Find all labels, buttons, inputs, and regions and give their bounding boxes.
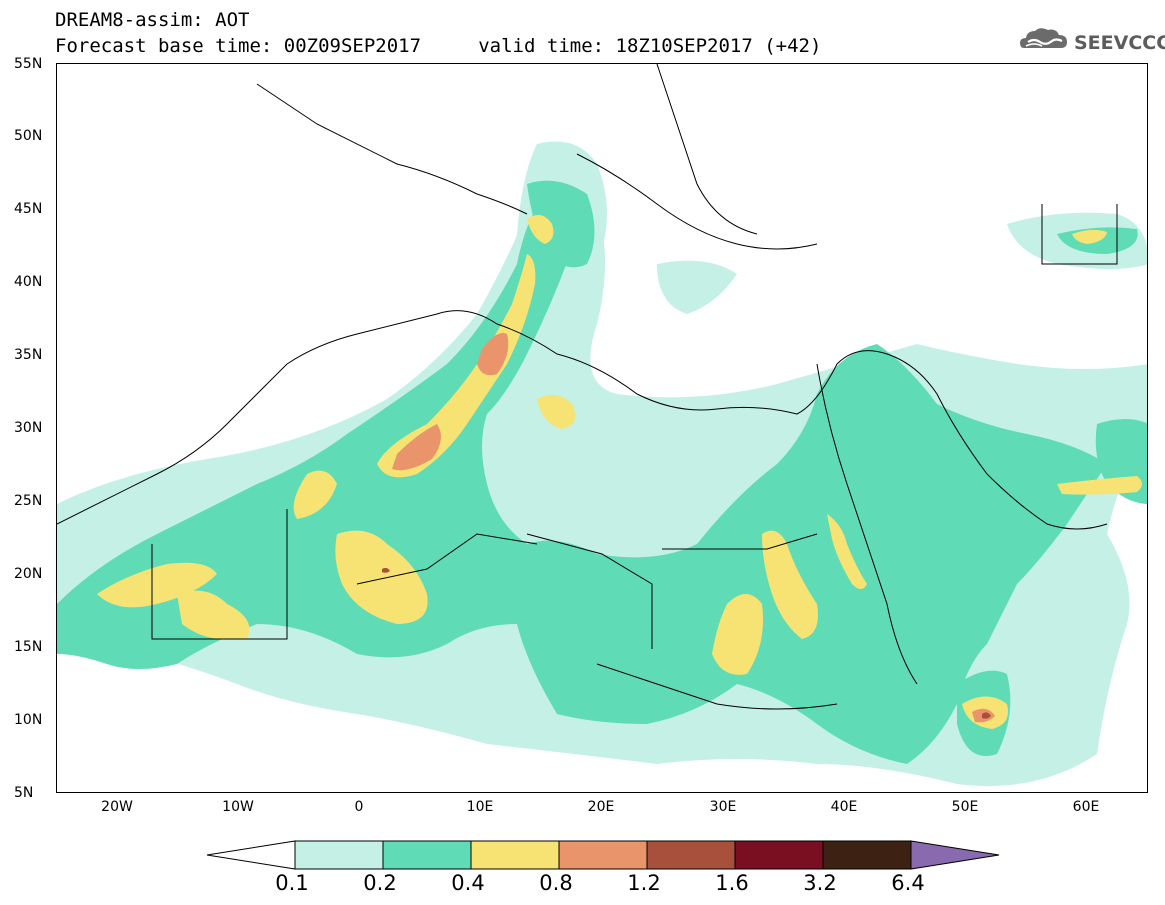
lat-label: 30N [14, 420, 43, 436]
lon-label: 10W [222, 799, 254, 815]
colorbar-cell [734, 840, 824, 870]
lon-label: 50E [951, 799, 979, 815]
colorbar-cell [382, 840, 472, 870]
colorbar-label: 3.2 [803, 871, 837, 895]
colorbar-cell [646, 840, 736, 870]
map-panel [56, 63, 1148, 793]
aot-map [57, 64, 1147, 786]
lat-label: 55N [14, 56, 43, 72]
colorbar-arrow-right [910, 840, 1000, 870]
lon-label: 20E [587, 799, 615, 815]
colorbar-cell [294, 840, 384, 870]
coastlines-borders [57, 64, 1118, 710]
colorbar-label: 0.4 [451, 871, 485, 895]
lat-label: 20N [14, 566, 43, 582]
colorbar [206, 840, 1000, 870]
colorbar-cell [822, 840, 912, 870]
lat-label: 50N [14, 128, 43, 144]
colorbar-label: 0.1 [275, 871, 309, 895]
lon-label: 0 [354, 799, 364, 815]
lon-label: 60E [1072, 799, 1100, 815]
lat-label: 15N [14, 639, 43, 655]
lat-label: 35N [14, 347, 43, 363]
lat-label: 45N [14, 201, 43, 217]
colorbar-label: 0.2 [363, 871, 397, 895]
colorbar-label: 1.2 [627, 871, 661, 895]
logo-text: SEEVCCC [1074, 32, 1165, 54]
lon-label: 40E [830, 799, 858, 815]
colorbar-cell [470, 840, 560, 870]
lon-label: 30E [709, 799, 737, 815]
lon-label: 20W [101, 799, 133, 815]
lat-label: 40N [14, 274, 43, 290]
forecast-time-line: Forecast base time: 00Z09SEP2017 valid t… [55, 35, 822, 57]
lat-label: 5N [14, 785, 34, 801]
colorbar-cell [558, 840, 648, 870]
colorbar-label: 1.6 [715, 871, 749, 895]
lat-label: 10N [14, 712, 43, 728]
colorbar-arrow-left [206, 840, 296, 870]
cloud-logo-icon [1020, 28, 1067, 48]
chart-title: DREAM8-assim: AOT [55, 9, 250, 31]
aot-contour-layer [57, 141, 1147, 786]
colorbar-label: 0.8 [539, 871, 573, 895]
lat-label: 25N [14, 493, 43, 509]
lon-label: 10E [466, 799, 494, 815]
colorbar-label: 6.4 [891, 871, 925, 895]
